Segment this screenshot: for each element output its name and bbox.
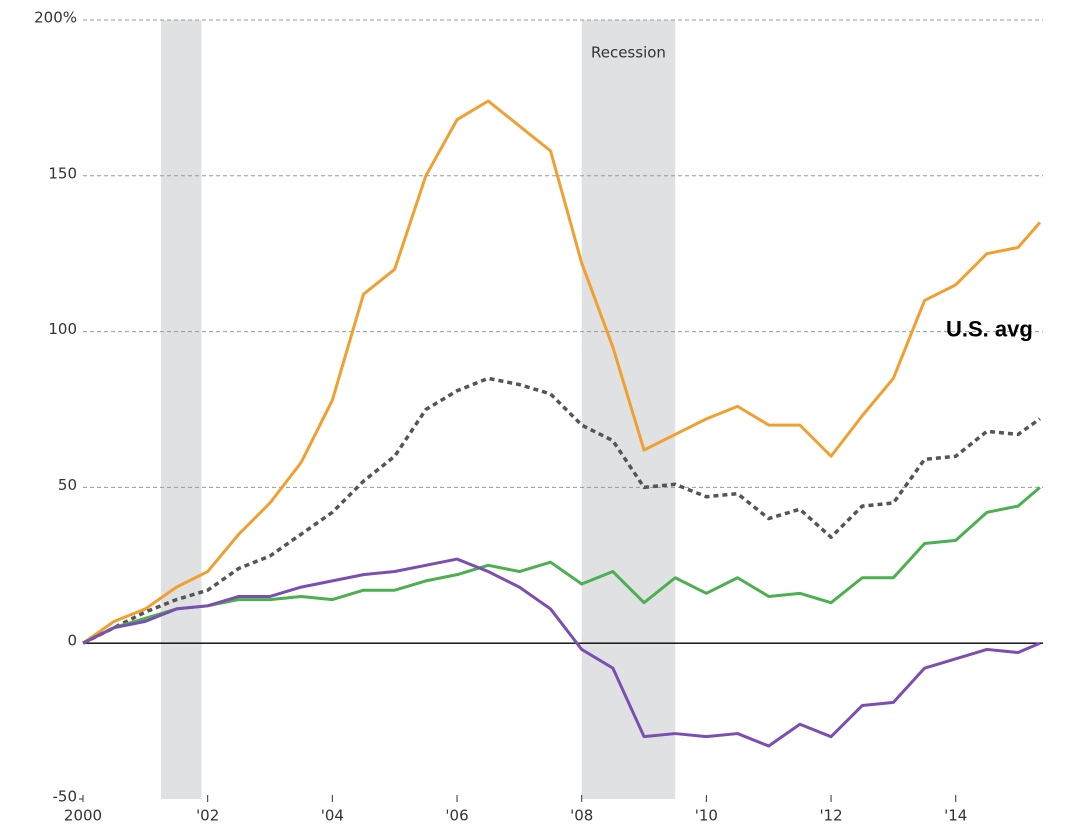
series-line [82, 557, 1041, 748]
y-tick-label: 150 [48, 164, 77, 182]
series-line [82, 376, 1041, 645]
x-tick-label: '04 [321, 807, 344, 825]
x-tick-label: '08 [570, 807, 593, 825]
y-tick-label: 200% [34, 9, 77, 27]
recession-band [160, 20, 202, 799]
series-line [82, 99, 1042, 645]
series-label: U.S. avg [946, 317, 1033, 342]
x-tick-label: '10 [695, 807, 718, 825]
y-tick-label: -50 [53, 788, 78, 806]
series-line [82, 486, 1041, 645]
recession-band [581, 20, 676, 799]
x-tick-label: '02 [196, 807, 219, 825]
x-tick-label: 2000 [64, 807, 102, 825]
y-tick-label: 100 [48, 320, 77, 338]
y-tick-label: 0 [67, 632, 77, 650]
x-tick-label: '12 [819, 807, 842, 825]
recession-label: Recession [591, 44, 666, 62]
x-tick-label: '06 [445, 807, 468, 825]
x-tick-label: '14 [944, 807, 967, 825]
y-tick-label: 50 [58, 476, 77, 494]
